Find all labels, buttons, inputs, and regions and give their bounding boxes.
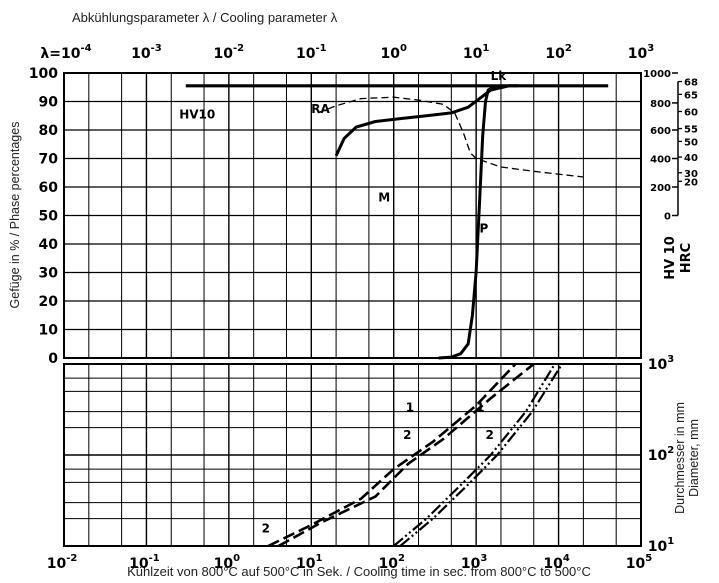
diameter-tick-label: 102: [648, 445, 674, 464]
hrc-tick-label: 50: [684, 137, 698, 148]
diameter-tick-label: 101: [648, 536, 674, 555]
hv-tick-label: 1000: [643, 69, 671, 80]
top-axis-title: Abkühlungsparameter λ / Cooling paramete…: [72, 10, 338, 25]
lower-panel-grid: [63, 363, 642, 547]
region-label-ra: RA: [311, 102, 330, 116]
hv-tick-label: 800: [650, 99, 671, 110]
y-tick-label: 40: [39, 237, 59, 253]
hv-tick-label: 200: [650, 183, 671, 194]
upper-panel-grid: [63, 72, 642, 359]
region-label-hv10: HV10: [179, 108, 215, 122]
y-tick-label: 0: [48, 351, 58, 367]
y-tick-label: 90: [39, 95, 59, 111]
diameter-curve-label: 2: [262, 522, 270, 536]
hrc-tick-label: 65: [684, 90, 698, 101]
y-tick-label: 60: [39, 180, 59, 196]
y-tick-label: 80: [39, 123, 59, 139]
region-label-lk: Lk: [491, 69, 508, 83]
hrc-tick-label: 60: [684, 107, 698, 118]
curve-hv10: [317, 96, 584, 178]
diameter-curves: [267, 362, 563, 548]
bottom-axis-title: Kühlzeit von 800°C auf 500°C in Sek. / C…: [127, 564, 591, 579]
y-tick-label: 20: [39, 294, 59, 310]
curve-p: [438, 84, 496, 360]
lambda-tick-label: 103: [628, 43, 654, 62]
y-tick-label: 70: [39, 152, 59, 168]
lambda-tick-label: 102: [545, 43, 571, 62]
hrc-tick-label: 68: [684, 78, 698, 89]
y-tick-label: 100: [29, 66, 58, 82]
hrc-tick-label: 30: [684, 169, 698, 180]
y-tick-label: 10: [39, 323, 59, 339]
upper-frame: [63, 72, 642, 359]
region-label-p: P: [480, 222, 489, 236]
diameter-curve-label: 1: [406, 401, 414, 415]
diameter-curve-1-dash-dot: [392, 363, 556, 547]
lambda-tick-label: 100: [380, 43, 406, 62]
x-tick-label: 105: [626, 553, 652, 572]
curve-ra: [334, 84, 518, 157]
lambda-tick-label: 10-3: [131, 43, 162, 62]
diameter-axis-title-en: Diameter, mm: [687, 419, 701, 497]
diameter-axis-title-de: Durchmesser in mm: [673, 402, 687, 514]
left-axis-title: Gefüge in % / Phase percentages: [8, 122, 22, 309]
lambda-tick-label: 10-1: [296, 43, 327, 62]
diameter-tick-label: 103: [648, 354, 674, 373]
x-tick-label: 10-2: [47, 553, 78, 572]
diameter-curve-label: 2: [403, 428, 411, 442]
y-tick-label: 50: [39, 209, 59, 225]
hrc-tick-label: 55: [684, 125, 698, 136]
diameter-curve-label: 1: [476, 401, 484, 415]
region-label-m: M: [378, 190, 390, 204]
diameter-curve-label: 2: [486, 428, 494, 442]
lambda-tick-label: 101: [463, 43, 489, 62]
hv-axis-title: HV 10: [663, 236, 678, 280]
diameter-curve-2-dash-dot: [399, 363, 563, 547]
hv-tick-label: 0: [664, 212, 671, 223]
lambda-tick-label: 10-2: [214, 43, 245, 62]
hrc-tick-label: 40: [684, 153, 698, 164]
lambda-tick-label: λ=10-4: [40, 43, 91, 62]
hrc-axis-title: HRC: [679, 243, 694, 273]
hrc-tick-label: 20: [684, 177, 698, 188]
hv-tick-label: 600: [650, 126, 671, 137]
lower-frame: [63, 363, 642, 547]
hv-tick-label: 400: [650, 155, 671, 166]
diameter-curve-2-dashed: [277, 362, 535, 548]
phase-curves: [185, 84, 609, 360]
y-tick-label: 30: [39, 266, 59, 282]
